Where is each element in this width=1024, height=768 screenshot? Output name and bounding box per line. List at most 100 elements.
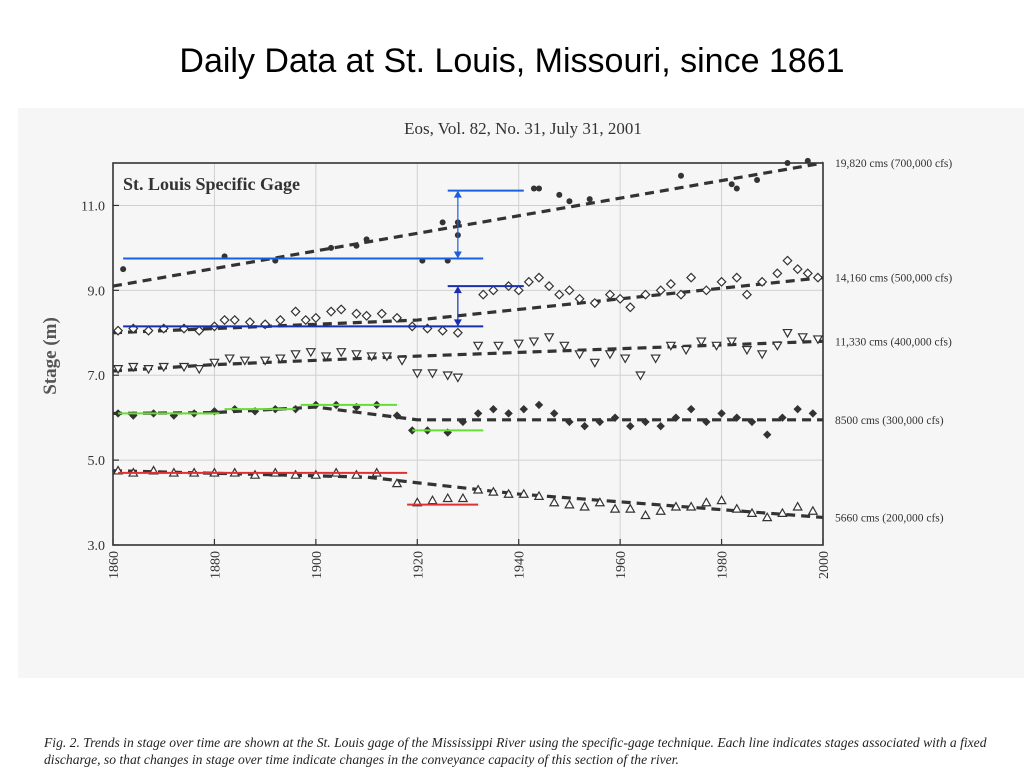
data-point bbox=[604, 289, 616, 300]
data-point bbox=[793, 404, 802, 414]
data-point bbox=[610, 413, 620, 422]
data-point bbox=[812, 335, 824, 345]
data-point bbox=[579, 501, 590, 511]
data-point bbox=[458, 417, 468, 427]
data-point bbox=[513, 339, 524, 349]
data-point bbox=[143, 325, 154, 336]
data-point bbox=[178, 362, 190, 373]
data-point bbox=[625, 302, 636, 313]
x-tick-label: 1980 bbox=[716, 551, 731, 579]
data-point bbox=[782, 255, 793, 266]
data-point bbox=[120, 266, 127, 273]
x-tick-label: 1940 bbox=[513, 551, 528, 579]
trend-line bbox=[112, 469, 824, 520]
data-point bbox=[290, 469, 301, 479]
data-point bbox=[589, 298, 600, 309]
data-point bbox=[504, 409, 513, 418]
chart-grid bbox=[112, 163, 824, 546]
data-point bbox=[741, 289, 752, 300]
data-point bbox=[778, 413, 787, 422]
x-tick-label: 1900 bbox=[310, 551, 325, 579]
data-point bbox=[493, 341, 504, 351]
trend-lines bbox=[112, 161, 824, 520]
data-point bbox=[249, 469, 261, 479]
data-point bbox=[452, 373, 464, 383]
data-point bbox=[565, 417, 574, 427]
data-point bbox=[452, 327, 463, 338]
data-point bbox=[650, 354, 661, 364]
data-point bbox=[701, 497, 712, 507]
data-point bbox=[716, 495, 727, 505]
arrow-head-down bbox=[453, 319, 462, 327]
data-point bbox=[609, 503, 621, 513]
data-point bbox=[586, 196, 593, 203]
data-point bbox=[488, 285, 499, 296]
data-point bbox=[548, 497, 560, 507]
y-tick-label: 3.0 bbox=[88, 539, 106, 554]
data-point bbox=[391, 478, 403, 488]
data-point bbox=[328, 244, 335, 251]
data-point bbox=[392, 411, 402, 420]
data-point bbox=[112, 365, 124, 375]
data-point bbox=[754, 176, 761, 183]
data-point bbox=[711, 341, 722, 351]
data-point bbox=[519, 404, 528, 414]
data-point bbox=[747, 417, 757, 427]
data-point bbox=[336, 304, 347, 315]
data-point bbox=[656, 421, 665, 431]
data-point bbox=[701, 285, 712, 296]
data-point bbox=[782, 328, 793, 339]
data-point bbox=[533, 272, 545, 283]
data-point bbox=[731, 503, 743, 513]
data-point bbox=[439, 219, 446, 226]
data-point bbox=[503, 488, 514, 498]
data-point bbox=[143, 365, 154, 375]
data-point bbox=[536, 185, 542, 192]
chart-title: St. Louis Specific Gage bbox=[123, 174, 300, 194]
figure-caption: Fig. 2. Trends in stage over time are sh… bbox=[44, 735, 987, 767]
arrow-head-down bbox=[453, 251, 462, 259]
y-tick-label: 5.0 bbox=[88, 454, 106, 469]
data-point bbox=[473, 409, 483, 418]
data-point bbox=[784, 160, 791, 166]
data-point bbox=[655, 285, 666, 296]
data-point bbox=[523, 276, 534, 287]
data-point bbox=[209, 358, 220, 368]
data-point bbox=[772, 268, 783, 279]
data-point bbox=[391, 312, 403, 323]
data-point bbox=[290, 350, 301, 360]
data-point bbox=[717, 409, 726, 418]
data-point bbox=[530, 185, 537, 192]
data-point bbox=[442, 492, 453, 503]
y-tick-label: 11.0 bbox=[81, 199, 105, 214]
data-point bbox=[326, 306, 337, 317]
data-point bbox=[580, 421, 589, 431]
data-point bbox=[716, 276, 727, 287]
data-point bbox=[239, 356, 251, 366]
data-point bbox=[427, 369, 438, 379]
data-point bbox=[113, 325, 124, 336]
series-label: 19,820 cms (700,000 cfs) bbox=[835, 158, 952, 170]
journal-header: Eos, Vol. 82, No. 31, July 31, 2001 bbox=[404, 119, 642, 138]
data-point bbox=[193, 365, 205, 375]
data-point bbox=[534, 400, 544, 410]
data-point bbox=[335, 348, 347, 358]
data-point bbox=[665, 278, 676, 290]
data-point bbox=[554, 289, 565, 300]
y-tick-label: 7.0 bbox=[88, 369, 106, 384]
data-point bbox=[604, 350, 616, 360]
plot-frame bbox=[112, 162, 824, 546]
data-point bbox=[559, 341, 570, 351]
data-point bbox=[556, 191, 563, 198]
data-point bbox=[804, 157, 811, 164]
data-point bbox=[665, 341, 677, 351]
data-point bbox=[513, 285, 524, 296]
data-point bbox=[702, 417, 711, 427]
data-point bbox=[300, 314, 311, 326]
series-label: 8500 cms (300,000 cfs) bbox=[835, 415, 944, 427]
data-point bbox=[732, 413, 741, 422]
data-point bbox=[812, 272, 823, 283]
series-labels: 19,820 cms (700,000 cfs) 14,160 cms (500,… bbox=[835, 158, 952, 524]
data-point bbox=[615, 293, 626, 304]
data-point bbox=[746, 507, 758, 517]
